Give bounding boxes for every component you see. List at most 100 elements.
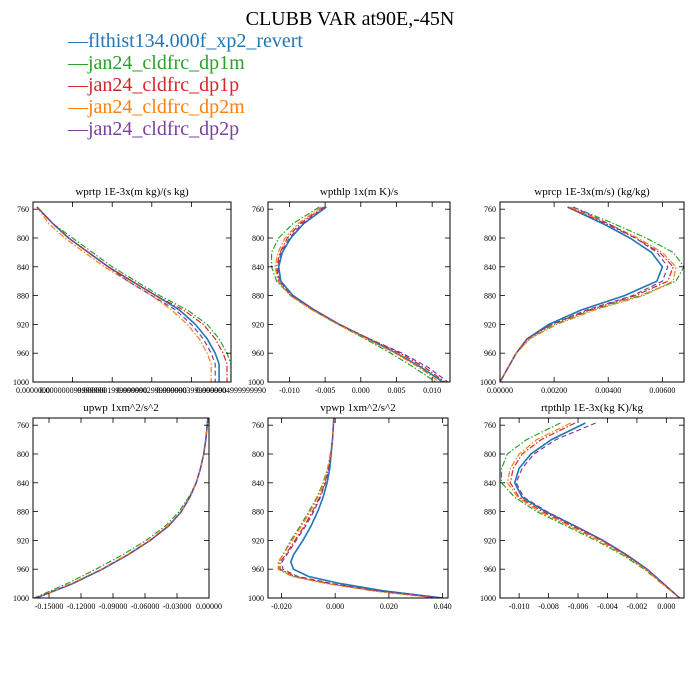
y-tick-label: 760: [17, 421, 29, 430]
series-line: [277, 206, 444, 382]
y-tick-label: 960: [17, 565, 29, 574]
series-line: [36, 206, 216, 382]
legend-dash: —: [68, 52, 88, 74]
plot-frame: [267, 417, 449, 599]
figure-title: CLUBB VAR at90E,-45N: [245, 8, 455, 30]
y-tick-label: 800: [17, 234, 29, 243]
y-tick-label: 1000: [13, 378, 29, 387]
panel-title: wpthlp 1x(m K)/s: [320, 186, 398, 198]
series-line: [36, 206, 231, 382]
series-line: [274, 206, 440, 382]
y-tick-label: 960: [17, 349, 29, 358]
x-tick-label: 0.00200: [541, 386, 567, 395]
y-tick-label: 880: [17, 292, 29, 301]
y-tick-label: 880: [484, 292, 496, 301]
x-tick-label: 0.000: [352, 386, 370, 395]
x-tick-label: -0.004: [597, 602, 618, 611]
x-tick-label: 0.010: [423, 386, 441, 395]
y-tick-label: 920: [252, 536, 264, 545]
x-tick-label: -0.010: [509, 602, 530, 611]
y-tick-label: 760: [252, 205, 264, 214]
series-line: [515, 422, 680, 598]
legend-label: jan24_cldfrc_dp2p: [88, 118, 240, 140]
series-line: [500, 422, 680, 598]
y-tick-label: 840: [484, 479, 496, 488]
y-tick-label: 920: [252, 320, 264, 329]
legend-dash: —: [68, 74, 88, 96]
series-line: [271, 206, 437, 382]
y-tick-label: 960: [484, 565, 496, 574]
series-line: [275, 206, 446, 382]
y-tick-label: 880: [17, 508, 29, 517]
series-line: [500, 206, 674, 382]
legend-entry: —jan24_cldfrc_dp1m: [68, 52, 303, 74]
x-tick-label: -0.06000: [131, 602, 160, 611]
x-tick-label: 0.040: [434, 602, 452, 611]
y-tick-label: 800: [484, 234, 496, 243]
series-line: [289, 418, 443, 598]
x-tick-label: -0.005: [315, 386, 336, 395]
y-tick-label: 840: [17, 479, 29, 488]
series-line: [500, 206, 684, 382]
x-tick-label: -0.002: [627, 602, 648, 611]
series-line: [279, 418, 440, 598]
plot-frame: [32, 201, 232, 383]
series-line: [35, 418, 209, 598]
plot-frame: [499, 201, 685, 383]
y-tick-label: 760: [252, 421, 264, 430]
panel-title: wprtp 1E-3x(m kg)/(s kg): [75, 186, 189, 198]
x-tick-label: -0.15000: [35, 602, 64, 611]
series-line: [500, 206, 677, 382]
legend: —flthist134.000f_xp2_revert —jan24_cldfr…: [68, 30, 303, 140]
figure-header: CLUBB VAR at90E,-45N —flthist134.000f_xp…: [0, 0, 700, 140]
series-line: [36, 206, 212, 382]
x-tick-label: -0.008: [538, 602, 559, 611]
series-line: [36, 206, 220, 382]
y-tick-label: 760: [17, 205, 29, 214]
x-tick-label: 0.0000000: [16, 386, 50, 395]
legend-dash: —: [68, 118, 88, 140]
panel-title: vpwp 1xm^2/s^2: [320, 402, 395, 414]
y-tick-label: 920: [484, 320, 496, 329]
y-tick-label: 760: [484, 421, 496, 430]
series-line: [506, 422, 680, 598]
legend-label: jan24_cldfrc_dp1m: [88, 52, 245, 74]
y-tick-label: 880: [252, 292, 264, 301]
series-line: [278, 418, 438, 598]
x-tick-label: 0.000: [326, 602, 344, 611]
y-tick-label: 840: [484, 263, 496, 272]
x-tick-label: -0.010: [279, 386, 300, 395]
series-line: [513, 422, 681, 598]
y-tick-label: 1000: [248, 378, 264, 387]
x-tick-label: 0.005: [387, 386, 405, 395]
x-tick-label: 0.0000002999999990: [117, 386, 187, 395]
series-line: [500, 206, 664, 382]
x-tick-label: 0.000: [657, 602, 675, 611]
x-tick-label: -0.09000: [99, 602, 128, 611]
y-tick-label: 800: [17, 450, 29, 459]
y-tick-label: 840: [252, 263, 264, 272]
y-tick-label: 960: [252, 349, 264, 358]
y-tick-label: 1000: [480, 594, 496, 603]
y-tick-label: 800: [484, 450, 496, 459]
panel-title: rtpthlp 1E-3x(kg K)/kg: [541, 402, 644, 414]
x-tick-label: -0.03000: [163, 602, 192, 611]
series-line: [281, 418, 443, 598]
legend-label: jan24_cldfrc_dp1p: [88, 74, 240, 96]
y-tick-label: 800: [252, 234, 264, 243]
legend-dash: —: [68, 96, 88, 118]
legend-entry: —jan24_cldfrc_dp2p: [68, 118, 303, 140]
plot-frame: [267, 201, 451, 383]
legend-label: jan24_cldfrc_dp2m: [88, 96, 245, 118]
y-tick-label: 1000: [480, 378, 496, 387]
panel-title: upwp 1xm^2/s^2: [83, 402, 158, 414]
series-line: [33, 418, 209, 598]
y-tick-label: 920: [17, 536, 29, 545]
series-line: [277, 418, 438, 598]
x-tick-label: 0.0000001999999990: [77, 386, 147, 395]
legend-entry: —jan24_cldfrc_dp1p: [68, 74, 303, 96]
x-tick-label: 0.00000: [487, 386, 513, 395]
x-tick-label: 0.0000003999999990: [156, 386, 226, 395]
legend-entry: —flthist134.000f_xp2_revert: [68, 30, 303, 52]
